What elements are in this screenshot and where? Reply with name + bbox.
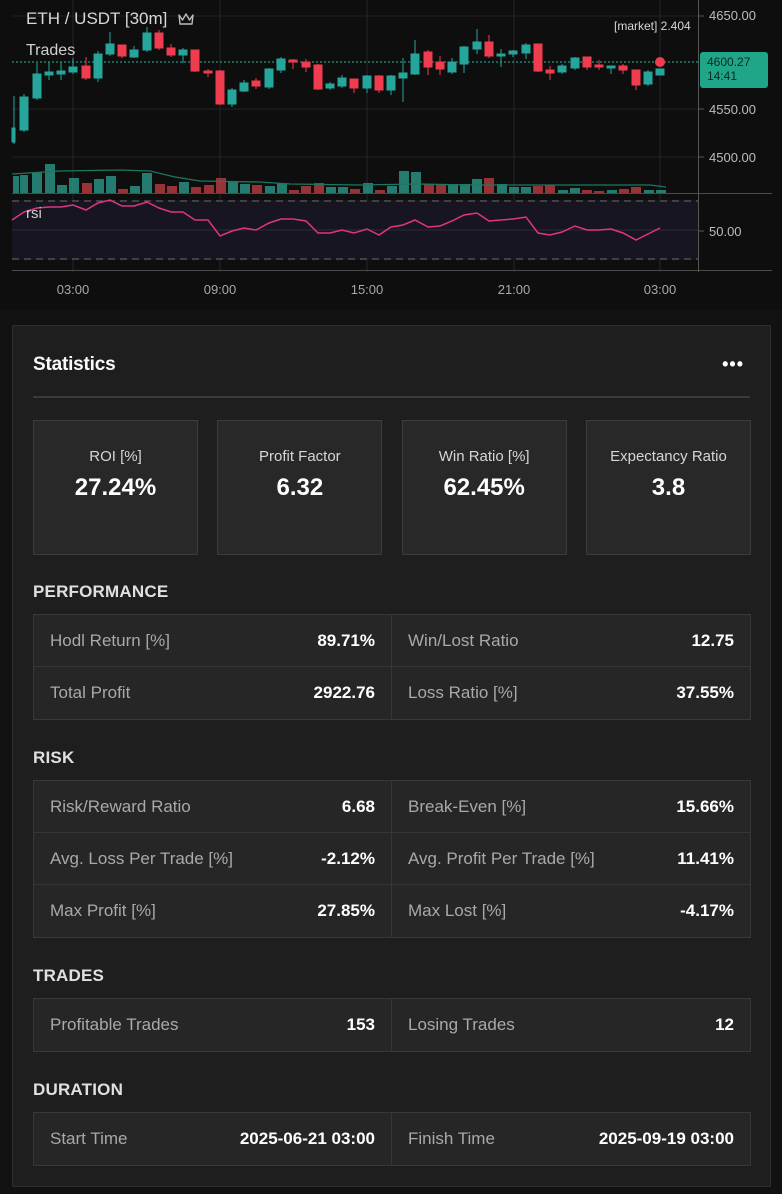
stat-label: Losing Trades — [408, 1015, 515, 1034]
stat-break-even: Break-Even [%] 15.66% — [392, 781, 750, 833]
section-title-duration: DURATION — [33, 1080, 124, 1099]
stat-profitable-trades: Profitable Trades 153 — [34, 999, 392, 1051]
x-axis-tick: 15:00 — [350, 282, 384, 297]
stat-hodl-return: Hodl Return [%] 89.71% — [34, 615, 392, 667]
x-axis-tick: 03:00 — [643, 282, 677, 297]
trades-grid: Profitable Trades 153 Losing Trades 12 — [33, 998, 751, 1052]
stat-avg-profit-per-trade: Avg. Profit Per Trade [%] 11.41% — [392, 833, 750, 885]
more-options-button[interactable]: ••• — [722, 354, 744, 375]
stat-value: 37.55% — [676, 683, 734, 702]
statistics-panel: Statistics ••• ROI [%] 27.24% Profit Fac… — [12, 325, 771, 1187]
tile-label: Expectancy Ratio — [610, 448, 727, 465]
stat-label: Profitable Trades — [50, 1015, 179, 1034]
stat-value: 12 — [715, 1015, 734, 1034]
stat-label: Break-Even [%] — [408, 796, 527, 816]
stat-value: -2.12% — [321, 848, 375, 868]
duration-grid: Start Time 2025-06-21 03:00 Finish Time 20… — [33, 1112, 751, 1166]
stat-label: Start Time — [50, 1129, 128, 1148]
statistics-title: Statistics — [33, 354, 116, 375]
stat-label: Total Profit — [50, 683, 131, 702]
section-title-risk: RISK — [33, 748, 75, 767]
rsi-legend-label[interactable]: rsi — [26, 205, 42, 222]
x-axis-tick: 21:00 — [497, 282, 531, 297]
current-price-tag: 4600.27 14:41 — [700, 52, 768, 88]
tile-label: Win Ratio [%] — [438, 448, 530, 465]
stat-value: 27.85% — [317, 901, 375, 920]
stat-losing-trades: Losing Trades 12 — [392, 999, 750, 1051]
risk-grid: Risk/Reward Ratio 6.68 Break-Even [%] 15.6… — [33, 780, 751, 938]
stat-value: 2922.76 — [313, 683, 375, 702]
stat-value: 11.41% — [677, 848, 734, 868]
stat-avg-loss-per-trade: Avg. Loss Per Trade [%] -2.12% — [34, 833, 392, 885]
stat-risk-reward-ratio: Risk/Reward Ratio 6.68 — [34, 781, 392, 833]
tile-label: Profit Factor — [258, 448, 341, 465]
tile-label: ROI [%] — [89, 448, 142, 465]
stat-max-lost: Max Lost [%] -4.17% — [392, 885, 750, 937]
section-title-performance: PERFORMANCE — [33, 582, 169, 601]
stat-value: -4.17% — [680, 901, 734, 920]
tile-roi: ROI [%] 27.24% — [33, 420, 198, 555]
stat-label: Hodl Return [%] — [50, 630, 170, 650]
current-price: 4600.27 — [707, 55, 751, 69]
statistics-header: Statistics ••• — [33, 354, 750, 398]
crown-icon — [178, 13, 195, 25]
chart-pair-title: ETH / USDT [30m] — [26, 9, 195, 29]
stat-label: Max Lost [%] — [408, 901, 507, 920]
tile-value: 6.32 — [276, 474, 324, 501]
trades-legend-label[interactable]: Trades — [26, 42, 76, 59]
section-title-trades: TRADES — [33, 966, 105, 985]
stat-value: 2025-06-21 03:00 — [239, 1129, 375, 1148]
candle-countdown: 14:41 — [707, 69, 738, 83]
stat-value: 153 — [346, 1015, 375, 1034]
x-axis-tick: 09:00 — [203, 282, 237, 297]
price-chart[interactable]: ETH / USDT [30m] Trades rsi [market] 2.4… — [0, 0, 782, 310]
pair-title-text: ETH / USDT [30m] — [26, 9, 168, 28]
y-axis-tick: 4550.00 — [709, 102, 756, 117]
stat-label: Loss Ratio [%] — [408, 683, 518, 702]
tile-expectancy-ratio: Expectancy Ratio 3.8 — [585, 420, 751, 555]
stat-value: 2025-09-19 03:00 — [598, 1129, 734, 1148]
tile-win-ratio: Win Ratio [%] 62.45% — [401, 420, 567, 555]
stat-finish-time: Finish Time 2025-09-19 03:00 — [392, 1113, 750, 1165]
stat-label: Avg. Loss Per Trade [%] — [50, 848, 233, 868]
tile-profit-factor: Profit Factor 6.32 — [217, 420, 383, 555]
stat-total-profit: Total Profit 2922.76 — [34, 667, 392, 719]
stat-win-lost-ratio: Win/Lost Ratio 12.75 — [392, 615, 750, 667]
stat-label: Max Profit [%] — [50, 901, 156, 920]
stat-loss-ratio: Loss Ratio [%] 37.55% — [392, 667, 750, 719]
rsi-axis-tick: 50.00 — [709, 224, 742, 239]
y-axis-tick: 4650.00 — [709, 8, 756, 23]
stat-max-profit: Max Profit [%] 27.85% — [34, 885, 392, 937]
performance-grid: Hodl Return [%] 89.71% Win/Lost Ratio 12.7… — [33, 614, 751, 720]
tile-value: 62.45% — [443, 474, 525, 501]
ellipsis-icon: ••• — [722, 354, 744, 374]
tile-value: 27.24% — [74, 474, 157, 501]
candlestick-chart-canvas[interactable] — [0, 0, 782, 310]
stat-label: Finish Time — [408, 1129, 495, 1148]
market-annotation: [market] 2.404 — [614, 19, 691, 33]
stat-value: 6.68 — [341, 796, 375, 816]
x-axis-tick: 03:00 — [56, 282, 90, 297]
tile-value: 3.8 — [651, 474, 686, 501]
key-metric-tiles: ROI [%] 27.24% Profit Factor 6.32 Win Ra… — [33, 420, 751, 555]
stat-value: 12.75 — [691, 630, 734, 650]
stat-value: 89.71% — [317, 630, 375, 650]
stat-value: 15.66% — [676, 796, 734, 816]
y-axis-tick: 4500.00 — [709, 150, 756, 165]
stat-label: Avg. Profit Per Trade [%] — [408, 848, 595, 868]
stat-start-time: Start Time 2025-06-21 03:00 — [34, 1113, 392, 1165]
stat-label: Win/Lost Ratio — [408, 630, 519, 650]
stat-label: Risk/Reward Ratio — [50, 796, 191, 816]
